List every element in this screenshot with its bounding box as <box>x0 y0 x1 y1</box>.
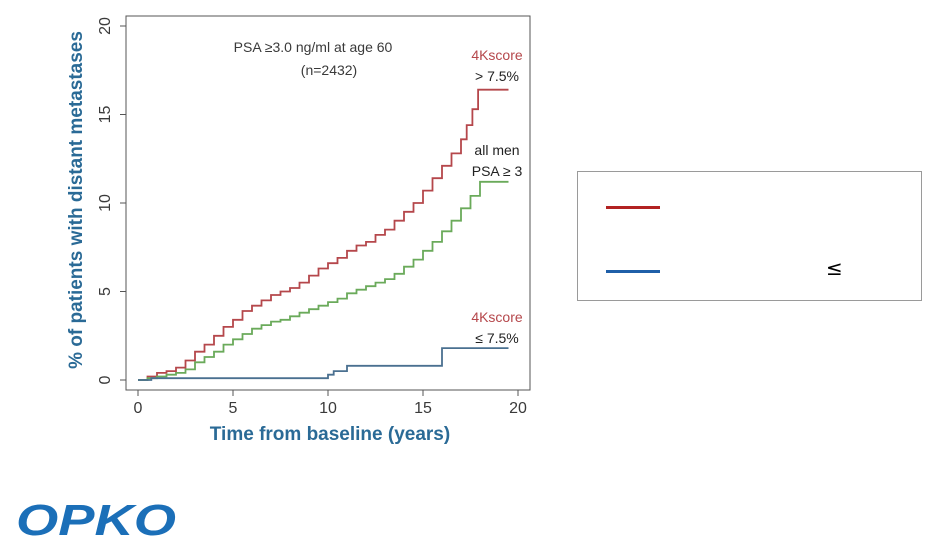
series-line-4kscore-high <box>138 88 509 381</box>
y-axis-title: % of patients with distant metastases <box>66 31 87 369</box>
legend-line-low-risk <box>606 270 660 273</box>
legend: ≤ <box>577 171 922 301</box>
opko-logo-text: OPKO <box>16 498 176 540</box>
y-tick-label: 15 <box>97 106 114 124</box>
x-tick-label: 10 <box>319 400 337 417</box>
chart-title: PSA ≥3.0 ng/ml at age 60 <box>234 39 393 55</box>
y-tick-label: 20 <box>97 17 114 35</box>
series-label-4kscore-high-line-1: > 7.5% <box>475 68 519 84</box>
legend-leq-symbol: ≤ <box>826 256 843 280</box>
y-tick-label: 0 <box>97 375 114 384</box>
series-label-4kscore-high-line-0: 4Kscore <box>471 47 523 63</box>
series-label-4kscore-low-line-0: 4Kscore <box>471 309 523 325</box>
chart-subtitle: (n=2432) <box>301 62 357 78</box>
x-tick-label: 5 <box>229 400 238 417</box>
x-tick-label: 20 <box>509 400 527 417</box>
legend-line-high-risk <box>606 206 660 209</box>
axes: 0 5 10 15 20 0 5 10 15 20 <box>97 15 531 417</box>
series-group <box>138 88 509 381</box>
series-line-all-men <box>138 180 509 381</box>
x-tick-label: 0 <box>134 400 143 417</box>
y-tick-label: 5 <box>97 287 114 296</box>
series-label-all-men-line-0: all men <box>474 142 519 158</box>
series-labels: 4Kscore > 7.5% all men PSA ≥ 3 4Kscore ≤ 7.5% <box>471 47 523 346</box>
y-tick-label: 10 <box>97 194 114 212</box>
opko-logo: OPKO <box>16 498 176 540</box>
series-label-4kscore-low-line-1: ≤ 7.5% <box>475 330 518 346</box>
x-axis-title: Time from baseline (years) <box>210 424 450 445</box>
x-tick-label: 15 <box>414 400 432 417</box>
series-label-all-men-line-1: PSA ≥ 3 <box>472 163 523 179</box>
series-line-4kscore-low <box>138 347 509 381</box>
